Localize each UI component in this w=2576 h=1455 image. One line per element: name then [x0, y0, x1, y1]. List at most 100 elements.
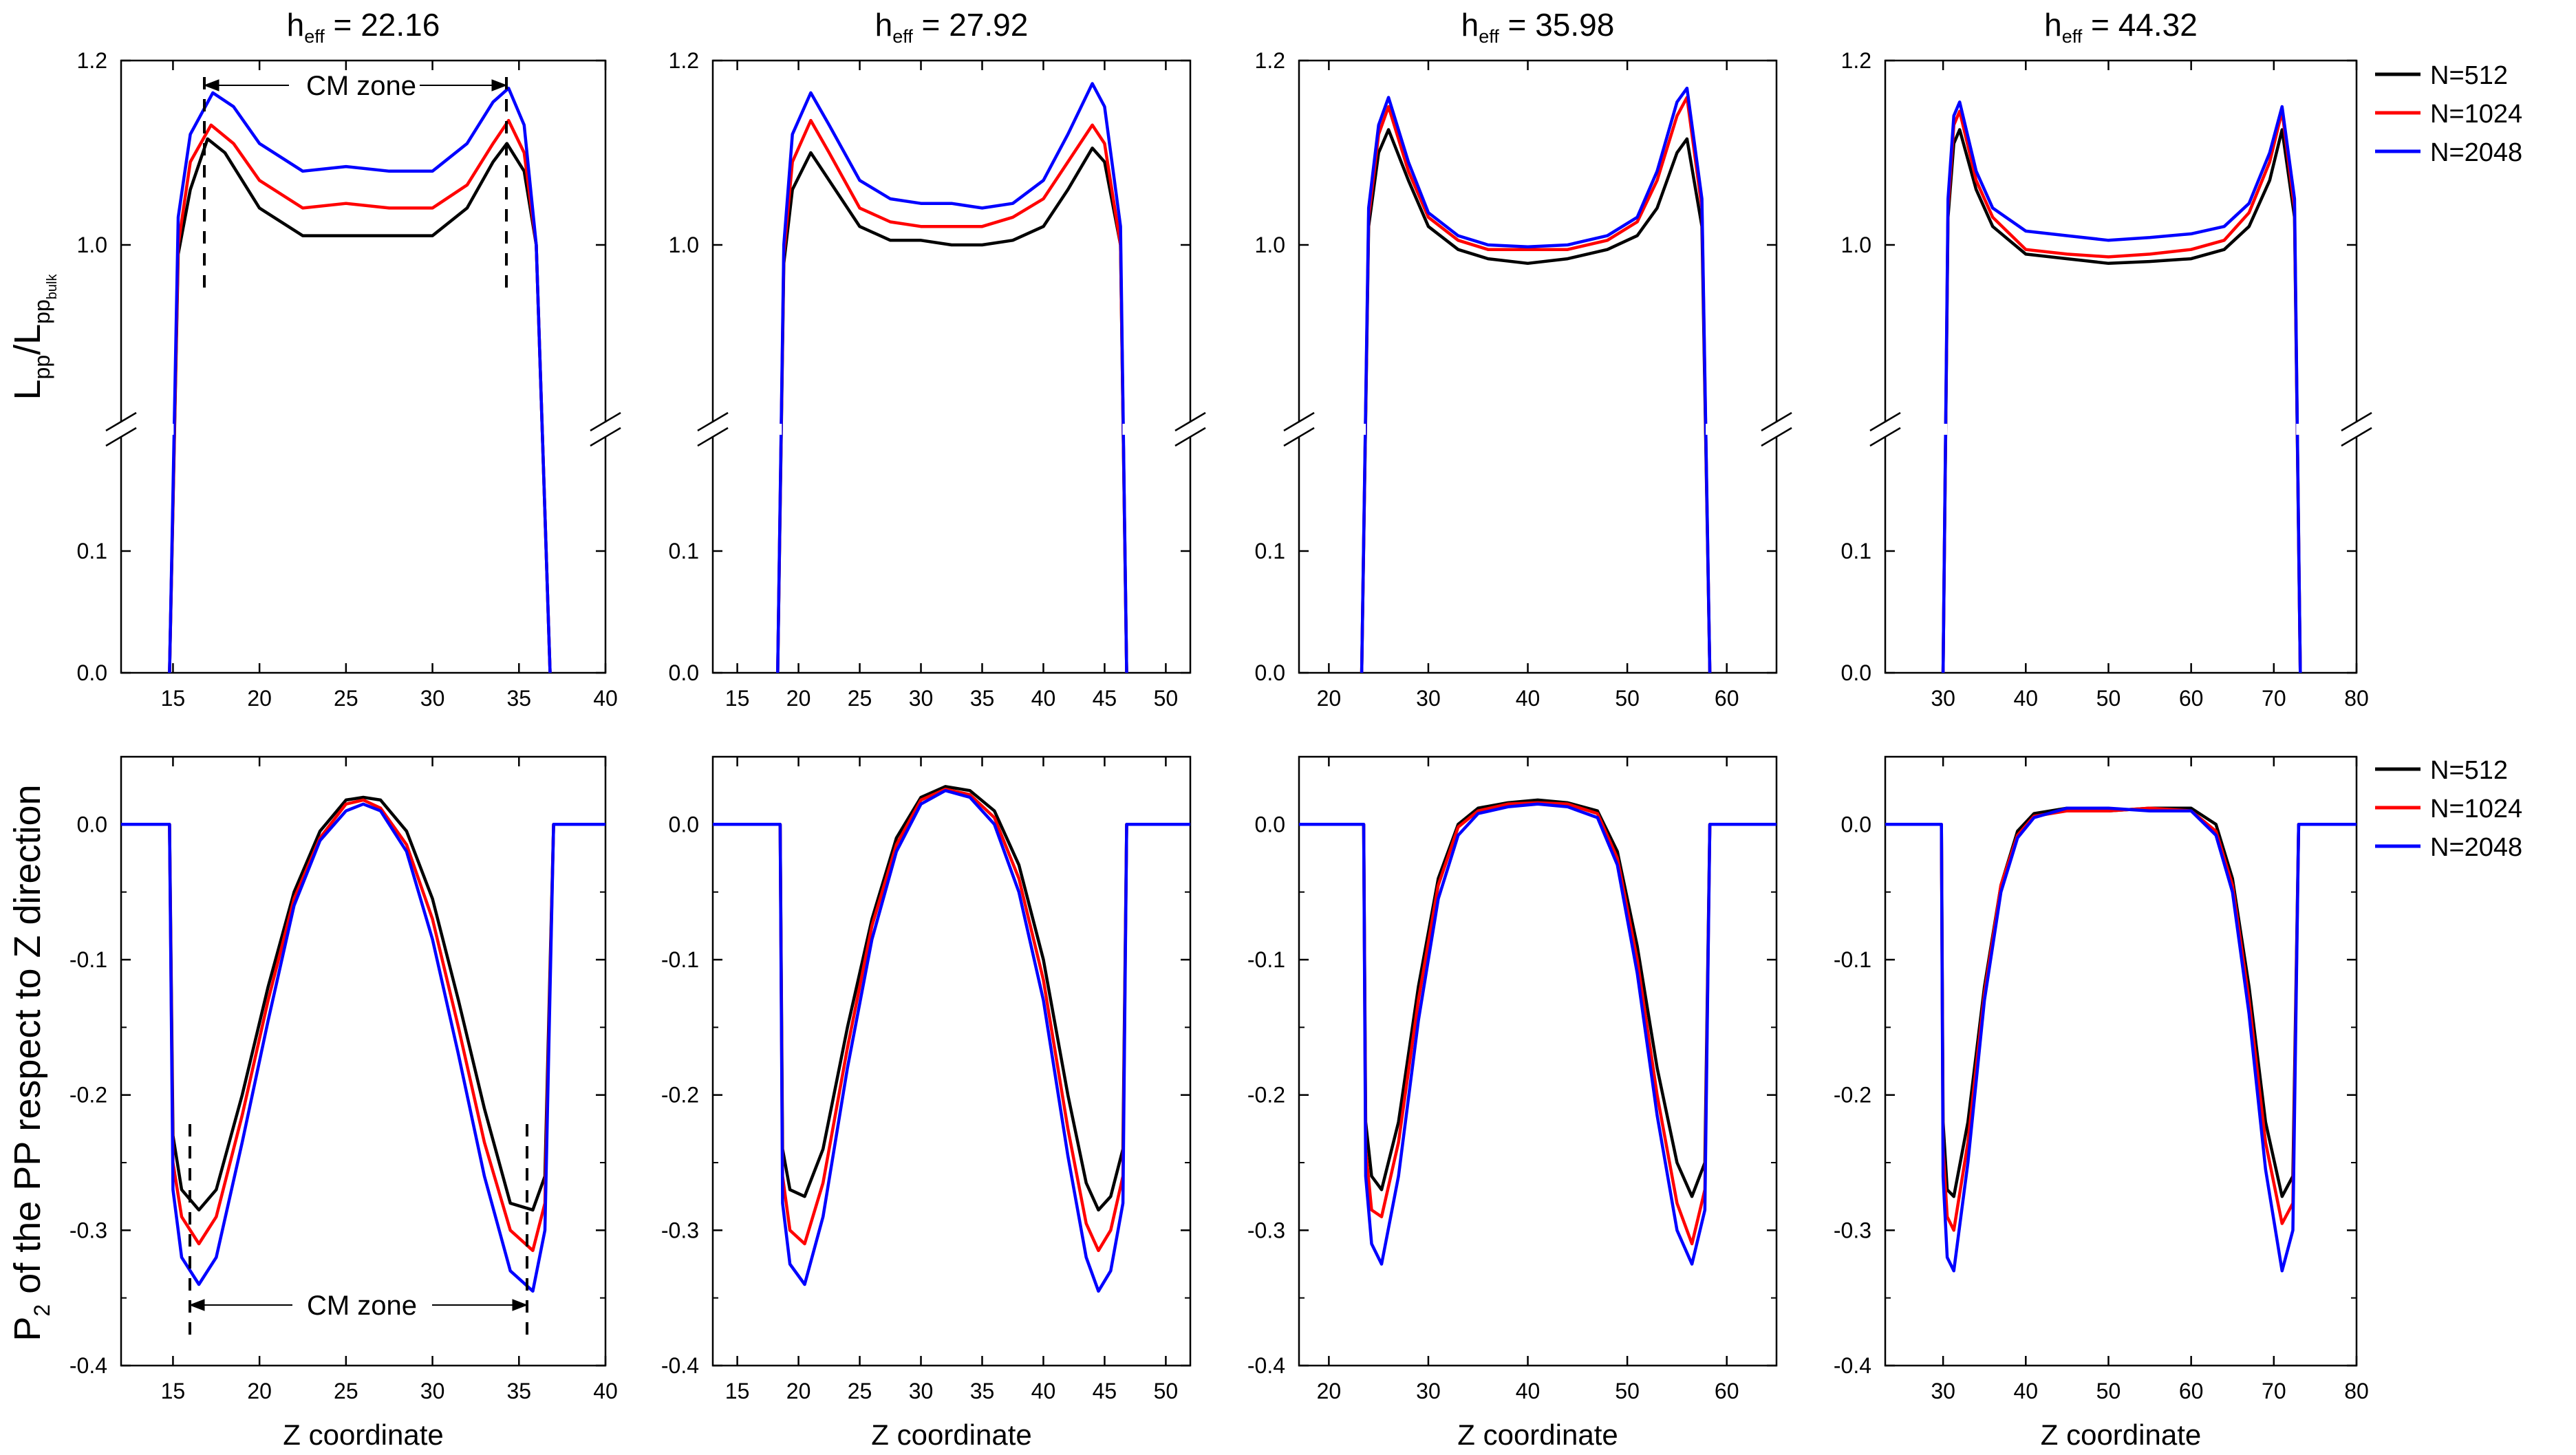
series-line-n-2048 — [713, 788, 1190, 1293]
y-tick-label: -0.2 — [69, 1083, 107, 1108]
panel-title: heff = 35.98 — [1461, 7, 1615, 47]
x-tick-label: 40 — [1516, 1379, 1541, 1403]
y-tick-label: 1.0 — [77, 233, 107, 257]
axis-break-gap-right — [2351, 422, 2362, 436]
x-tick-label: 50 — [2096, 1379, 2121, 1403]
x-tick-label: 15 — [725, 686, 750, 711]
series-line-n-1024 — [168, 118, 552, 673]
axis-break-mark — [1869, 411, 1901, 432]
series-line-n-512 — [168, 137, 552, 673]
y-tick-label: 0.1 — [669, 539, 699, 563]
axis-break-mark — [1174, 427, 1206, 447]
axis-break-gap-right — [1185, 422, 1196, 436]
y-tick-label: -0.1 — [1247, 947, 1285, 972]
y-tick-label: 0.0 — [1841, 660, 1871, 685]
x-tick-label: 30 — [1416, 1379, 1441, 1403]
x-tick-label: 40 — [2014, 686, 2039, 711]
x-tick-label: 30 — [909, 686, 934, 711]
cm-zone-annotation-bottom — [189, 1124, 528, 1335]
panel-bottom-3: 0.0 -0.1 -0.2 -0.3 -0.4 20 30 40 50 60 Z coordinat… — [1247, 755, 1778, 1451]
x-tick-label: 40 — [1516, 686, 1541, 711]
x-tick-label: 40 — [2014, 1379, 2039, 1403]
y-tick-label: 0.1 — [77, 539, 107, 563]
x-tick-label: 70 — [2262, 1379, 2286, 1403]
series-line-n-512 — [776, 147, 1128, 673]
y-tick-label: 1.0 — [669, 233, 699, 257]
series-break-gap — [1122, 424, 1131, 435]
series-break-gap — [165, 424, 174, 435]
x-tick-label: 60 — [2179, 1379, 2204, 1403]
y-tick-label: 0.1 — [1841, 539, 1871, 563]
axis-break-mark — [1761, 427, 1792, 447]
series-break-gap — [546, 424, 555, 435]
axis-break-gap-right — [1771, 422, 1782, 436]
y-tick-label: -0.4 — [69, 1353, 107, 1378]
y-tick-label: -0.3 — [69, 1218, 107, 1242]
y-label-top: Lpp/Lppbulk — [7, 274, 60, 400]
x-tick-label: 80 — [2344, 686, 2369, 711]
axis-break-mark — [590, 411, 621, 432]
y-tick-label: -0.1 — [69, 947, 107, 972]
x-tick-label: 60 — [1715, 1379, 1739, 1403]
y-tick-label: -0.4 — [1834, 1353, 1871, 1378]
panel-bottom-4: 0.0 -0.1 -0.2 -0.3 -0.4 30 40 50 60 70 80 Z coordin… — [1834, 755, 2369, 1451]
axes-frame — [120, 59, 607, 674]
legend-top: N=512 N=1024 N=2048 — [2375, 61, 2522, 167]
legend-label-512: N=512 — [2430, 61, 2508, 90]
series-line-n-2048 — [121, 802, 605, 1293]
y-tick-label: -0.2 — [1834, 1083, 1871, 1108]
x-tick-label: 35 — [506, 686, 531, 711]
axis-break-mark — [590, 427, 621, 447]
series-break-gap — [2296, 424, 2305, 435]
x-tick-label: 50 — [1615, 1379, 1640, 1403]
legend-label-1024-bottom: N=1024 — [2430, 795, 2522, 823]
y-tick-label: 1.0 — [1841, 233, 1871, 257]
x-tick-label: 70 — [2262, 686, 2286, 711]
y-tick-label: -0.1 — [661, 947, 699, 972]
x-tick-label: 30 — [1931, 1379, 1955, 1403]
axis-break-gap-right — [600, 422, 611, 436]
axes-frame — [1884, 59, 2358, 674]
x-tick-label: 30 — [909, 1379, 934, 1403]
panel-title: heff = 27.92 — [875, 7, 1029, 47]
axis-break-mark — [105, 411, 137, 432]
y-tick-label: 0.0 — [1841, 812, 1871, 837]
x-tick-label: 80 — [2344, 1379, 2369, 1403]
legend-label-1024: N=1024 — [2430, 100, 2522, 129]
axis-break-mark — [1869, 427, 1901, 447]
x-tick-label: 15 — [725, 1379, 750, 1403]
x-tick-label: 50 — [1154, 1379, 1179, 1403]
svg-text:Lpp/Lppbulk: Lpp/Lppbulk — [7, 274, 60, 400]
x-tick-label: 20 — [1317, 1379, 1342, 1403]
axis-break-gap-left — [707, 422, 718, 436]
cm-zone-label-bottom: CM zone — [307, 1291, 417, 1321]
x-tick-label: 30 — [420, 686, 445, 711]
x-tick-label: 60 — [2179, 686, 2204, 711]
series-line-n-1024 — [1360, 96, 1712, 673]
x-tick-label: 35 — [970, 1379, 995, 1403]
panel-bottom-1: 0.0 -0.1 -0.2 -0.3 -0.4 15 20 25 30 35 40 Z coordin… — [69, 755, 618, 1451]
axes-frame — [711, 59, 1192, 674]
series-line-n-1024 — [776, 118, 1128, 673]
panel-bottom-2: 0.0 -0.1 -0.2 -0.3 -0.4 15 20 25 30 35 40 45 50 Z coo… — [661, 755, 1192, 1451]
axes-frame — [711, 755, 1192, 1367]
x-tick-label: 40 — [1031, 1379, 1056, 1403]
y-label-bottom: P2 of the PP respect to Z direction — [7, 784, 54, 1341]
series-line-n-2048 — [1885, 806, 2357, 1273]
y-tick-label: 1.0 — [1255, 233, 1285, 257]
legend-bottom: N=512 N=1024 N=2048 — [2375, 756, 2522, 862]
series-break-gap — [1706, 424, 1715, 435]
cm-zone-annotation-top — [203, 77, 508, 289]
axis-break-mark — [1283, 411, 1315, 432]
y-tick-label: -0.3 — [1834, 1218, 1871, 1242]
x-tick-label: 35 — [506, 1379, 531, 1403]
series-line-n-2048 — [1360, 86, 1712, 673]
y-tick-label: 0.0 — [669, 812, 699, 837]
x-tick-label: 50 — [1154, 686, 1179, 711]
axis-break-mark — [1283, 427, 1315, 447]
axis-break-gap-left — [1880, 422, 1891, 436]
x-tick-label: 20 — [1317, 686, 1342, 711]
legend-label-512-bottom: N=512 — [2430, 756, 2508, 785]
series-break-gap — [1357, 424, 1366, 435]
